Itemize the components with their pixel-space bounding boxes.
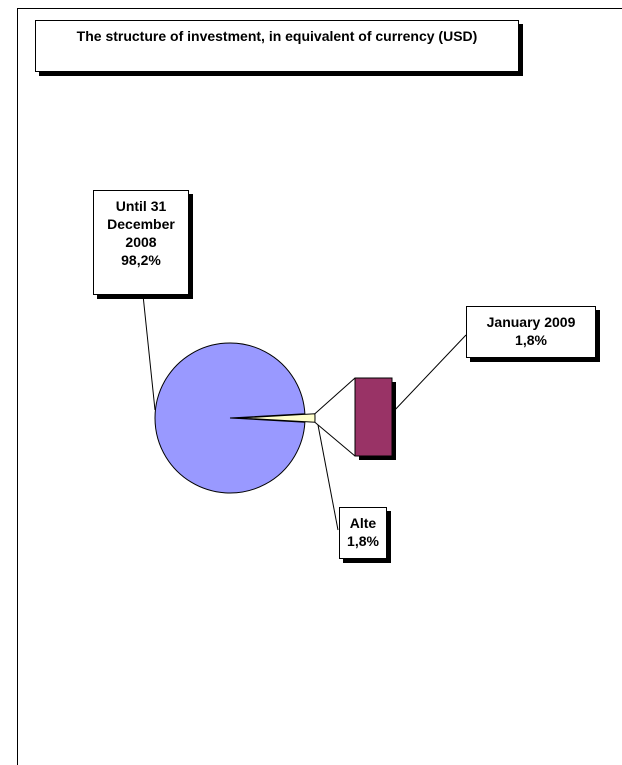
label-value: 98,2% bbox=[121, 252, 161, 268]
chart-frame bbox=[17, 8, 622, 765]
label-value: 1,8% bbox=[515, 332, 547, 348]
bar-segment bbox=[354, 377, 393, 457]
connector-line bbox=[314, 377, 356, 415]
label-category: January 2009 bbox=[486, 314, 576, 330]
leader-line bbox=[391, 334, 467, 414]
label-value: 1,8% bbox=[347, 533, 379, 549]
connector-line bbox=[314, 421, 356, 457]
data-label: Alte 1,8% bbox=[339, 507, 387, 559]
pie-slice bbox=[154, 342, 306, 494]
pie-slice bbox=[239, 413, 316, 423]
label-category: Alte bbox=[349, 515, 377, 531]
data-label: Until 31 December 2008 98,2% bbox=[93, 190, 189, 295]
leader-line bbox=[317, 424, 339, 531]
leader-line bbox=[142, 294, 156, 411]
chart-title: The structure of investment, in equivale… bbox=[35, 20, 519, 72]
label-category: Until 31 December 2008 bbox=[107, 198, 175, 250]
data-label: January 2009 1,8% bbox=[466, 306, 596, 358]
